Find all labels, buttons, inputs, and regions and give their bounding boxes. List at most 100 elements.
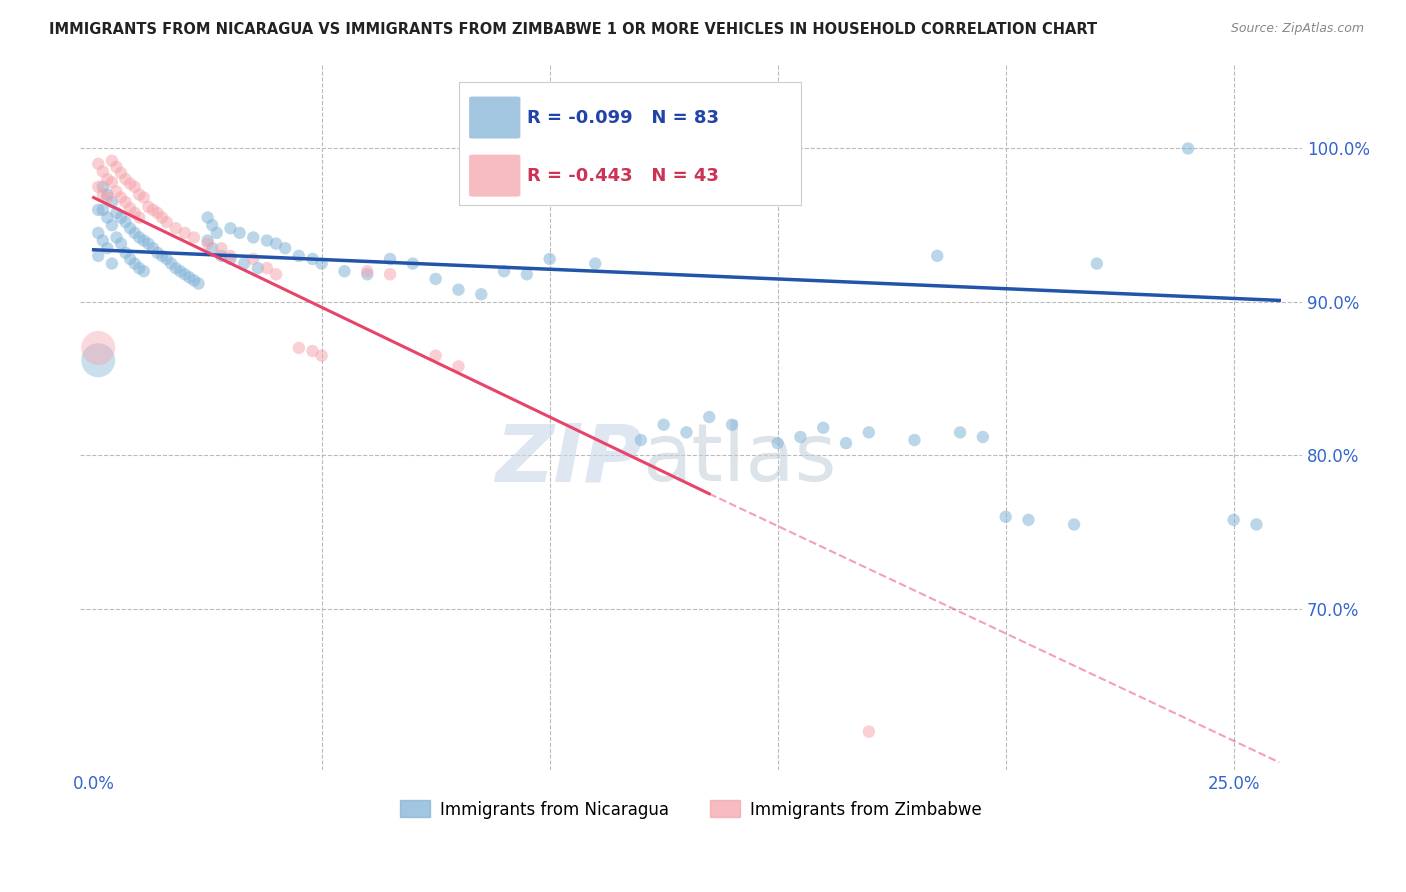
- Point: [205, 226, 228, 240]
- Point: [516, 268, 538, 282]
- Point: [87, 157, 110, 171]
- Point: [105, 230, 128, 244]
- Point: [721, 417, 744, 432]
- Point: [425, 349, 447, 363]
- Point: [110, 236, 132, 251]
- Point: [114, 172, 136, 186]
- Point: [301, 344, 323, 359]
- Point: [150, 211, 173, 225]
- Point: [288, 249, 311, 263]
- Point: [132, 190, 155, 204]
- Legend: Immigrants from Nicaragua, Immigrants from Zimbabwe: Immigrants from Nicaragua, Immigrants fr…: [394, 794, 988, 825]
- Point: [87, 341, 110, 355]
- Point: [288, 341, 311, 355]
- Point: [652, 417, 675, 432]
- Point: [96, 211, 118, 225]
- Point: [1017, 513, 1039, 527]
- Point: [87, 353, 110, 368]
- Point: [114, 195, 136, 210]
- Point: [333, 264, 356, 278]
- Point: [96, 241, 118, 255]
- Point: [87, 202, 110, 217]
- Point: [697, 410, 720, 425]
- Point: [675, 425, 697, 440]
- Point: [110, 190, 132, 204]
- Point: [110, 211, 132, 225]
- Point: [101, 153, 124, 168]
- Point: [1085, 256, 1108, 270]
- Point: [789, 430, 811, 444]
- Point: [114, 215, 136, 229]
- Point: [219, 249, 242, 263]
- Point: [128, 261, 150, 276]
- Point: [156, 252, 179, 266]
- Point: [173, 226, 195, 240]
- Point: [160, 256, 183, 270]
- Point: [583, 256, 606, 270]
- Point: [274, 241, 297, 255]
- Point: [356, 264, 378, 278]
- Point: [165, 221, 187, 235]
- Text: atlas: atlas: [643, 420, 837, 499]
- Point: [425, 272, 447, 286]
- Point: [101, 256, 124, 270]
- Point: [101, 175, 124, 189]
- Point: [96, 190, 118, 204]
- Point: [138, 200, 160, 214]
- Point: [146, 245, 169, 260]
- Point: [187, 277, 209, 291]
- Point: [128, 230, 150, 244]
- Point: [219, 221, 242, 235]
- Point: [242, 252, 264, 266]
- Point: [120, 177, 142, 191]
- Point: [311, 349, 333, 363]
- Point: [197, 234, 219, 248]
- Point: [1222, 513, 1244, 527]
- Point: [96, 187, 118, 202]
- Point: [91, 202, 114, 217]
- Point: [927, 249, 949, 263]
- Point: [169, 264, 191, 278]
- Point: [105, 185, 128, 199]
- Point: [120, 221, 142, 235]
- Text: IMMIGRANTS FROM NICARAGUA VS IMMIGRANTS FROM ZIMBABWE 1 OR MORE VEHICLES IN HOUS: IMMIGRANTS FROM NICARAGUA VS IMMIGRANTS …: [49, 22, 1097, 37]
- Point: [146, 206, 169, 220]
- Point: [813, 421, 835, 435]
- Point: [378, 268, 401, 282]
- Point: [201, 218, 224, 232]
- Point: [150, 249, 173, 263]
- Point: [402, 256, 425, 270]
- Point: [142, 202, 165, 217]
- Point: [858, 425, 880, 440]
- Point: [156, 215, 179, 229]
- Point: [470, 287, 492, 301]
- Point: [96, 172, 118, 186]
- Point: [179, 270, 201, 285]
- Point: [91, 187, 114, 202]
- Point: [1063, 517, 1085, 532]
- Point: [124, 226, 146, 240]
- Point: [120, 252, 142, 266]
- Point: [101, 218, 124, 232]
- Point: [124, 256, 146, 270]
- Point: [87, 179, 110, 194]
- Point: [110, 166, 132, 180]
- Point: [183, 273, 205, 287]
- Point: [246, 261, 269, 276]
- Point: [538, 252, 561, 266]
- Point: [972, 430, 994, 444]
- Point: [142, 241, 165, 255]
- Point: [949, 425, 972, 440]
- Point: [87, 226, 110, 240]
- Point: [201, 241, 224, 255]
- Point: [256, 234, 278, 248]
- Point: [105, 160, 128, 174]
- Point: [209, 241, 232, 255]
- Point: [105, 206, 128, 220]
- Point: [766, 436, 789, 450]
- Point: [124, 206, 146, 220]
- Point: [91, 234, 114, 248]
- Point: [114, 245, 136, 260]
- Point: [264, 236, 287, 251]
- Point: [197, 211, 219, 225]
